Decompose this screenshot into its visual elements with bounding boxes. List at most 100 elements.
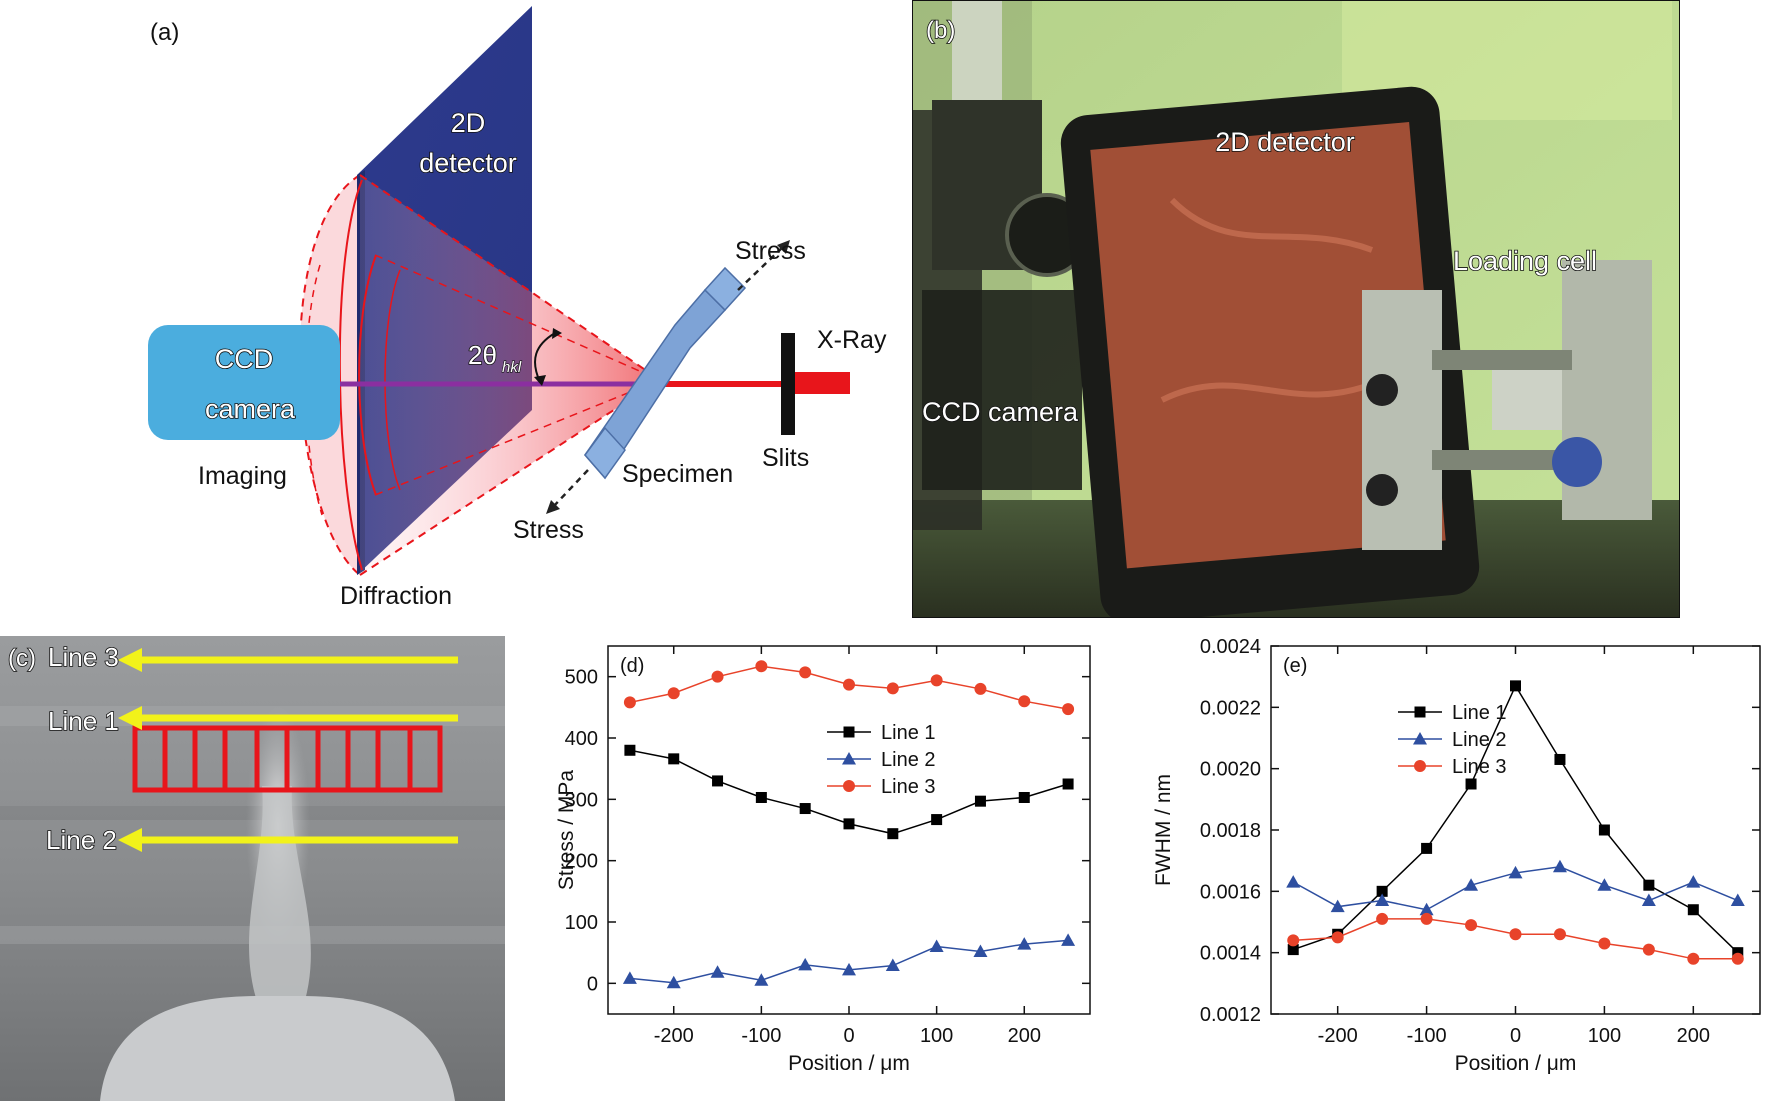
data-point-series-2 xyxy=(622,971,637,984)
y-tick-label: 0 xyxy=(587,973,598,995)
stress-top-label: Stress xyxy=(735,237,806,265)
data-point-series-1 xyxy=(668,753,680,765)
diffraction-cone xyxy=(360,175,660,575)
slits-bar xyxy=(781,333,795,435)
data-point-series-1 xyxy=(1643,879,1655,891)
data-point-series-1 xyxy=(1287,944,1299,956)
data-point-series-2 xyxy=(754,973,769,986)
camera-label-line1: CCD xyxy=(215,344,274,374)
y-tick-label: 0.0024 xyxy=(1200,636,1261,658)
data-point-series-3 xyxy=(1287,934,1300,947)
line2-label: Line 2 xyxy=(46,825,117,855)
photo-ccd-camera-label: CCD camera xyxy=(922,397,1079,427)
data-point-series-2 xyxy=(973,944,988,957)
loading-clamp xyxy=(1492,370,1562,430)
data-point-series-3 xyxy=(755,660,768,673)
ring-inner xyxy=(384,269,401,491)
data-point-series-2 xyxy=(1286,875,1301,888)
y-tick-label: 500 xyxy=(565,667,598,689)
data-point-series-2 xyxy=(1597,878,1612,891)
y-tick-label: 100 xyxy=(565,912,598,934)
camera-label-line2: camera xyxy=(205,394,296,424)
data-point-series-3 xyxy=(1018,695,1031,708)
data-point-series-1 xyxy=(1598,824,1610,836)
slits-label: Slits xyxy=(762,444,809,472)
stress-arrow-bottom xyxy=(551,469,589,509)
plot-frame xyxy=(607,645,1091,1015)
data-point-series-1 xyxy=(1421,842,1433,854)
data-point-series-2 xyxy=(885,958,900,972)
data-point-series-3 xyxy=(623,696,636,709)
data-point-series-3 xyxy=(1062,703,1075,716)
legend-marker xyxy=(842,752,856,765)
x-tick-label: 0 xyxy=(1510,1025,1521,1047)
data-point-series-3 xyxy=(1420,912,1433,925)
inner-cone-edge-top xyxy=(374,254,661,381)
x-axis-label: Position / μm xyxy=(1455,1052,1577,1075)
detector-screen xyxy=(1090,122,1446,569)
xray-label: X-Ray xyxy=(817,326,887,354)
data-point-series-1 xyxy=(1554,753,1566,765)
data-point-series-1 xyxy=(931,814,943,826)
x-tick-label: -100 xyxy=(1407,1025,1447,1047)
grid-lines xyxy=(162,730,413,792)
data-point-series-1 xyxy=(1687,904,1699,916)
photo-detector-label: 2D detector xyxy=(1215,127,1355,157)
series-line-2 xyxy=(629,939,1069,984)
x-tick-label: 0 xyxy=(843,1025,854,1047)
data-point-series-1 xyxy=(1465,778,1477,790)
data-point-series-2 xyxy=(1464,878,1479,891)
panel-c-label: (c) xyxy=(8,645,36,672)
data-point-series-2 xyxy=(1686,875,1701,888)
chart-panel-label: (e) xyxy=(1283,655,1307,677)
y-tick-label: 0.0022 xyxy=(1200,697,1261,719)
detector-pattern xyxy=(1160,197,1384,403)
specimen-base xyxy=(100,996,455,1101)
data-point-series-2 xyxy=(1730,893,1745,907)
y-tick-label: 0.0014 xyxy=(1200,943,1261,965)
line1-label: Line 1 xyxy=(48,706,119,736)
angle-arrow-bottom xyxy=(534,375,546,386)
legend-label: Line 2 xyxy=(881,749,936,771)
x-tick-label: -200 xyxy=(654,1025,694,1047)
photo-loading-cell-label: Loading cell xyxy=(1453,246,1597,276)
bolt-top xyxy=(1366,374,1398,406)
legend-label: Line 1 xyxy=(881,722,936,744)
fwhm-chart-svg: -200 -100 0 100 200 0.0012 0.0014 0.0016 0.0018 0… xyxy=(1152,636,1761,1075)
y-tick-label: 300 xyxy=(565,789,598,811)
legend-marker xyxy=(843,780,855,792)
motor xyxy=(1552,437,1602,487)
arrow-line2-head xyxy=(118,828,142,852)
loading-frame-left xyxy=(1362,290,1442,550)
y-tick-label: 0.0018 xyxy=(1200,820,1261,842)
data-point-series-2 xyxy=(1552,859,1567,873)
panel-d-stress-chart: -200 -100 0 100 200 0 100 200 300 400 500 Position … xyxy=(505,636,1140,1101)
data-point-series-3 xyxy=(1509,928,1522,941)
angle-label: 2θ xyxy=(468,340,497,370)
camera-stand xyxy=(922,290,1082,490)
y-tick-label: 400 xyxy=(565,728,598,750)
x-tick-label: 100 xyxy=(920,1025,953,1047)
x-tick-label: 100 xyxy=(1588,1025,1621,1047)
xray-source xyxy=(790,372,850,394)
x-axis-label: Position / μm xyxy=(788,1052,910,1075)
panel-e-fwhm-chart: -200 -100 0 100 200 0.0012 0.0014 0.0016 0.0018 0… xyxy=(1140,636,1776,1101)
data-point-series-1 xyxy=(1732,947,1744,959)
x-tick-label: -100 xyxy=(741,1025,781,1047)
bolt-bottom xyxy=(1366,474,1398,506)
data-point-series-3 xyxy=(1687,952,1700,965)
legend-marker xyxy=(843,726,855,738)
photo-svg: (b) 2D detector Loading cell CCD camera xyxy=(911,0,1681,624)
data-point-series-1 xyxy=(799,803,811,815)
panel-c-image: (c) Line 3 Line 1 Line 2 xyxy=(0,636,505,1101)
y-axis-label: FWHM / nm xyxy=(1152,774,1175,886)
legend-label: Line 3 xyxy=(1452,756,1507,778)
detector-label-line2: detector xyxy=(419,148,517,178)
x-tick-label: 200 xyxy=(1008,1025,1041,1047)
data-point-series-3 xyxy=(886,682,899,695)
data-point-series-2 xyxy=(798,957,813,971)
ring-middle xyxy=(358,254,377,496)
data-point-series-3 xyxy=(843,678,855,691)
camera-top-box xyxy=(952,0,1002,100)
data-point-series-2 xyxy=(1419,902,1434,916)
